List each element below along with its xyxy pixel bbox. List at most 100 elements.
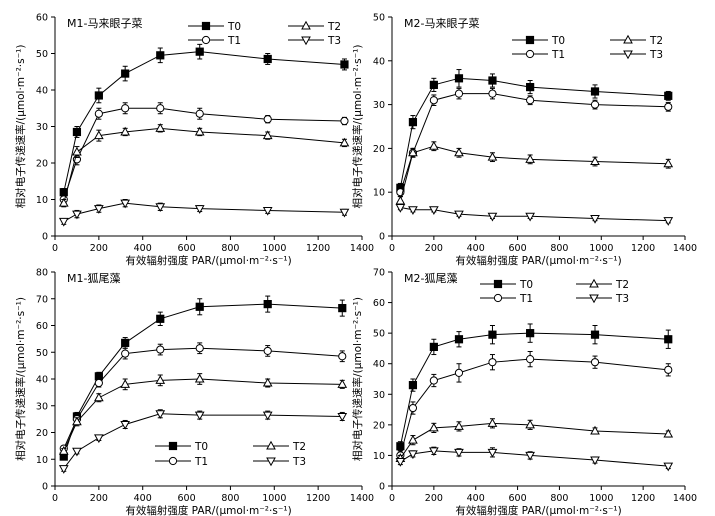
- data-point: [262, 377, 273, 387]
- x-tick-label: 400: [467, 243, 485, 254]
- data-point: [664, 365, 673, 374]
- data-point: [429, 447, 439, 457]
- legend-marker: [623, 50, 633, 60]
- legend-item-T3: T3: [288, 35, 341, 47]
- data-point: [120, 379, 131, 388]
- data-point: [339, 208, 350, 218]
- series-T3: [395, 446, 674, 472]
- x-tick-label: 1000: [589, 493, 613, 504]
- legend-label: T2: [615, 279, 629, 291]
- data-point: [156, 104, 165, 113]
- y-tick-label: 40: [373, 56, 385, 67]
- data-point: [120, 199, 131, 209]
- series-line: [63, 378, 343, 452]
- data-point: [94, 109, 103, 118]
- data-point: [120, 420, 131, 430]
- data-point: [429, 376, 438, 385]
- data-point: [408, 403, 418, 413]
- legend-marker: [201, 35, 211, 45]
- y-tick-label: 80: [36, 268, 48, 279]
- x-tick-label: 600: [178, 243, 196, 254]
- x-tick-label: 1400: [673, 243, 697, 254]
- legend-item-T1: T1: [512, 49, 565, 61]
- legend-label: T0: [551, 35, 565, 47]
- legend-label: T1: [519, 293, 533, 305]
- y-tick-label: 40: [373, 359, 385, 370]
- series-line: [63, 202, 345, 222]
- legend: T0 T2 T1 T3: [480, 278, 629, 305]
- data-point: [408, 434, 418, 444]
- legend-item-T0: T0: [155, 441, 208, 453]
- legend-label: T3: [292, 456, 306, 468]
- y-tick-label: 20: [36, 428, 48, 439]
- legend-label: T3: [615, 293, 629, 305]
- legend-label: T3: [327, 35, 341, 47]
- y-tick-label: 20: [373, 144, 385, 155]
- y-tick-label: 10: [36, 195, 48, 206]
- series-line: [399, 93, 669, 193]
- series-line: [400, 450, 669, 467]
- series-line: [399, 77, 669, 188]
- data-point: [429, 206, 439, 215]
- legend-label: T0: [519, 279, 533, 291]
- y-tick-label: 10: [373, 188, 385, 199]
- data-point: [488, 76, 497, 85]
- y-tick-label: 40: [36, 375, 48, 386]
- data-point: [408, 118, 418, 127]
- data-point: [454, 147, 464, 157]
- x-tick-label: 1200: [631, 243, 655, 254]
- x-axis-title: 有效辐射强度 PAR/(μmol·m⁻²·s⁻¹): [125, 504, 291, 516]
- data-point: [526, 355, 535, 364]
- data-point: [72, 447, 82, 457]
- series-T0: [396, 323, 673, 452]
- y-tick-label: 70: [373, 268, 385, 279]
- y-tick-label: 60: [36, 321, 48, 332]
- data-point: [664, 102, 673, 111]
- legend-label: T0: [227, 21, 241, 33]
- data-point: [195, 302, 204, 311]
- data-point: [663, 158, 674, 168]
- y-tick-label: 70: [36, 294, 48, 305]
- series-line: [400, 207, 669, 222]
- x-tick-label: 1000: [589, 243, 613, 254]
- data-point: [429, 422, 439, 432]
- data-point: [487, 151, 498, 161]
- x-tick-label: 400: [134, 493, 152, 504]
- series-line: [399, 332, 669, 447]
- x-axis-title: 有效辐射强度 PAR/(μmol·m⁻²·s⁻¹): [455, 504, 621, 516]
- series-line: [63, 51, 345, 193]
- legend-label: T1: [227, 35, 241, 47]
- legend: T0 T2 T1 T3: [155, 440, 306, 468]
- data-point: [120, 126, 131, 136]
- y-tick-label: 60: [373, 298, 385, 309]
- legend-item-T2: T2: [610, 34, 663, 47]
- data-point: [121, 349, 130, 358]
- data-point: [526, 329, 535, 338]
- y-tick-label: 50: [36, 348, 48, 359]
- data-point: [487, 448, 498, 458]
- y-tick-label: 0: [379, 232, 385, 243]
- data-point: [525, 451, 535, 461]
- legend-marker: [266, 457, 276, 467]
- data-point: [525, 419, 535, 429]
- data-point: [590, 87, 600, 96]
- data-point: [194, 205, 205, 214]
- x-tick-label: 0: [389, 493, 395, 504]
- legend-marker: [525, 49, 535, 59]
- data-point: [155, 375, 166, 384]
- y-tick-label: 40: [36, 86, 48, 97]
- data-point: [454, 368, 464, 377]
- data-point: [94, 91, 103, 100]
- data-point: [590, 100, 600, 109]
- data-point: [454, 421, 464, 430]
- legend-label: T3: [649, 49, 663, 61]
- x-tick-label: 800: [550, 493, 568, 504]
- data-point: [58, 445, 69, 455]
- legend-marker: [201, 21, 211, 31]
- series-T2: [395, 418, 674, 463]
- data-point: [72, 210, 82, 220]
- data-point: [156, 345, 165, 354]
- data-point: [429, 96, 438, 105]
- data-point: [590, 156, 600, 166]
